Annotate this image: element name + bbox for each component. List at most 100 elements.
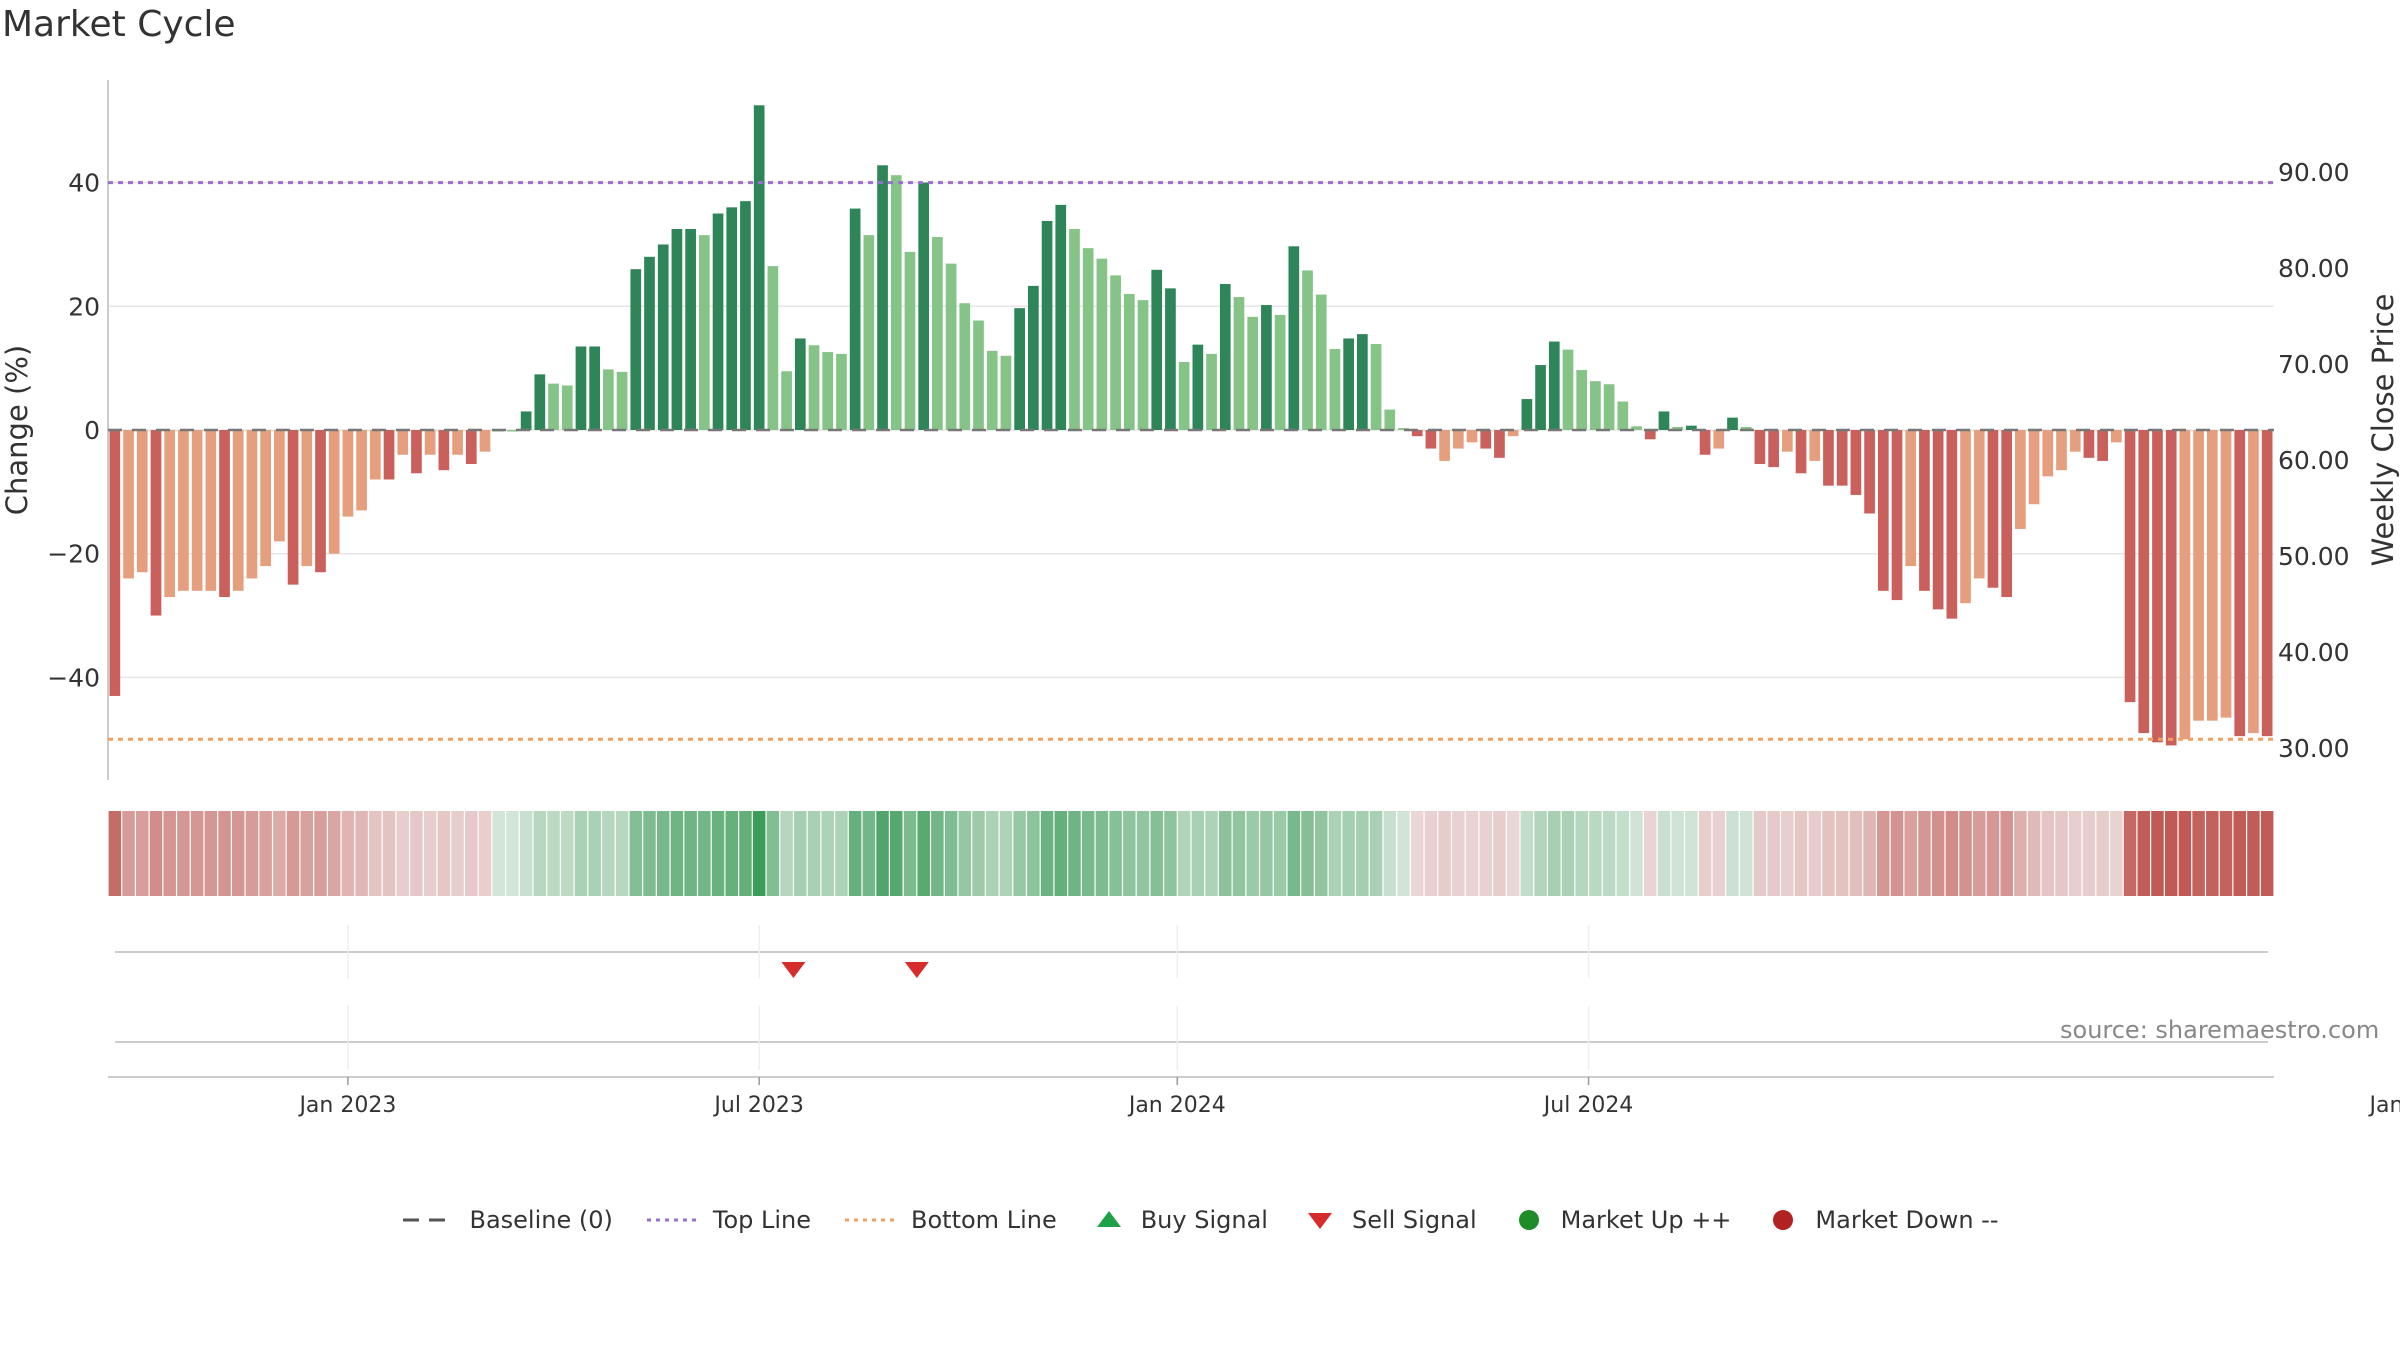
change-bar [1781, 430, 1793, 452]
market-down-dot-icon [1773, 1210, 1794, 1230]
strength-cell [2096, 811, 2109, 896]
strength-cell [259, 811, 272, 896]
strength-cell [492, 811, 505, 896]
strength-cell [698, 811, 711, 896]
change-bar [698, 235, 710, 430]
change-bar [561, 385, 573, 430]
change-bar [712, 213, 724, 430]
strength-cell [2233, 811, 2246, 896]
strength-cell [1685, 811, 1698, 896]
change-bar [1877, 430, 1889, 591]
change-bar [1590, 381, 1601, 430]
change-bar [1137, 300, 1149, 430]
strength-cell [437, 811, 451, 896]
strength-cell [1095, 811, 1109, 896]
change-bar [1466, 430, 1478, 443]
strength-cell [1548, 811, 1561, 896]
change-bars [109, 105, 2273, 746]
change-bar [932, 237, 943, 430]
change-bar [1836, 430, 1848, 486]
change-bar [1932, 430, 1944, 610]
strength-cell [821, 811, 834, 896]
y-tick-label-right: 70.00 [2278, 350, 2350, 379]
change-bar [1219, 284, 1231, 430]
strength-cell [958, 811, 972, 896]
y-tick-label-left: −20 [47, 540, 100, 569]
change-bar [438, 430, 450, 471]
strength-cell [1109, 811, 1122, 896]
strength-cell [1081, 811, 1095, 896]
change-bar [342, 430, 354, 517]
strength-cell [807, 811, 821, 896]
change-bar [479, 430, 491, 452]
change-bar [1110, 275, 1121, 430]
strength-cell [1356, 811, 1369, 896]
change-bar [1055, 204, 1067, 430]
change-bar [2111, 430, 2122, 443]
axes: 40 20 0 −20 −40 90.00 80.00 70.00 60.00 50.00 40.0… [47, 80, 2350, 780]
strength-strip [108, 811, 2274, 896]
change-bar [2015, 430, 2026, 529]
change-bar [1740, 426, 1752, 430]
strength-cell [1205, 811, 1218, 896]
strength-cell [1328, 811, 1342, 896]
strength-cell [108, 811, 122, 896]
strength-cell [2014, 811, 2027, 896]
legend-label: Top Line [712, 1206, 812, 1234]
strength-cell [890, 811, 903, 896]
strength-cell [1506, 811, 1520, 896]
strength-cell [739, 811, 752, 896]
change-bar [1014, 308, 1025, 430]
change-bar [2206, 430, 2218, 721]
change-bar [383, 430, 395, 480]
change-bar [1452, 430, 1464, 449]
x-tick-label: Jan 2024 [1127, 1093, 1226, 1118]
change-bar [2083, 430, 2095, 458]
strength-cell [629, 811, 643, 896]
change-bar [1754, 430, 1766, 465]
change-bar [1082, 248, 1094, 430]
change-bar [753, 105, 765, 430]
strength-cell [1136, 811, 1150, 896]
change-bar [1823, 430, 1834, 486]
strength-cell [506, 811, 519, 896]
change-bar [1480, 430, 1492, 449]
change-bar [1603, 384, 1615, 430]
strength-cell [1369, 811, 1383, 896]
strength-cell [1945, 811, 1959, 896]
change-bar [1206, 353, 1217, 430]
change-bar [1302, 270, 1313, 430]
strength-cell [1219, 811, 1232, 896]
change-bar [260, 430, 271, 567]
strength-cell [1191, 811, 1205, 896]
change-bar [1850, 430, 1862, 495]
strength-cell [711, 811, 725, 896]
strength-cell [1698, 811, 1712, 896]
y-tick-label-right: 90.00 [2278, 158, 2350, 187]
change-bar [1795, 430, 1807, 474]
strength-cell [1424, 811, 1438, 896]
change-bar [411, 430, 422, 474]
change-bar [1946, 430, 1958, 619]
legend-item-bottom-line: Bottom Line [843, 1206, 1057, 1234]
strength-cell [1068, 811, 1081, 896]
strength-cell [615, 811, 629, 896]
strength-cell [1794, 811, 1808, 896]
strength-cell [848, 811, 862, 896]
change-bar [657, 244, 669, 430]
strength-cell [1520, 811, 1534, 896]
x-tick-label: Jan 2025 [2367, 1093, 2400, 1118]
sell-signal-marker [781, 962, 806, 978]
buy-triangle-icon [1096, 1211, 1121, 1227]
bottom-line-swatch [845, 1218, 898, 1222]
strength-cell [574, 811, 588, 896]
strength-cell [917, 811, 930, 896]
change-bar [164, 430, 176, 597]
change-bar [740, 201, 751, 430]
strength-cell [560, 811, 574, 896]
strength-cell [2110, 811, 2123, 896]
change-bar [1274, 314, 1286, 430]
strength-cell [2178, 811, 2192, 896]
change-bar [986, 350, 998, 430]
change-bar [123, 430, 134, 579]
